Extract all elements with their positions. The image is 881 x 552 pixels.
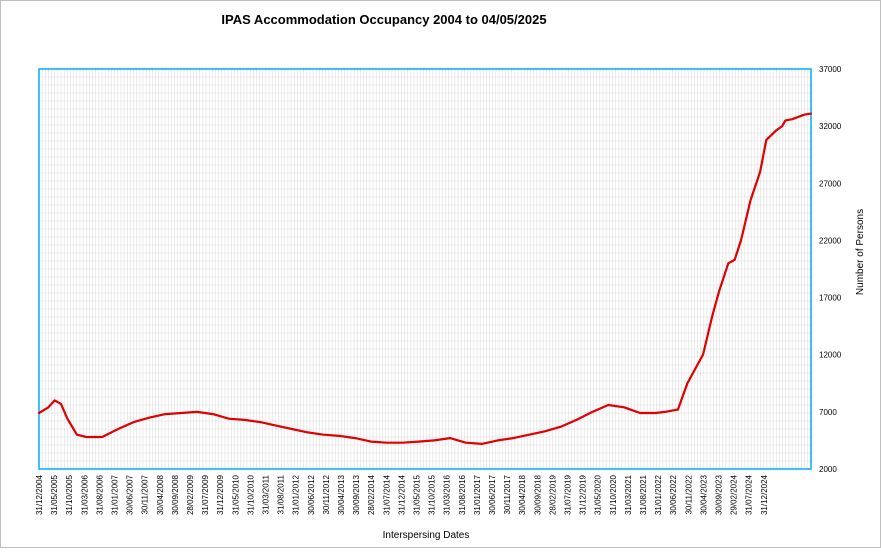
x-tick-label: 31/12/2009 — [216, 474, 225, 515]
y-tick-label: 37000 — [819, 65, 842, 74]
y-axis-ticks: 2000 7000 12000 17000 22000 27000 32000 37000 — [819, 65, 842, 474]
chart-title: IPAS Accommodation Occupancy 2004 to 04/… — [221, 12, 546, 27]
x-tick-label: 31/01/2007 — [111, 474, 120, 515]
x-tick-label: 30/06/2022 — [669, 474, 678, 515]
x-tick-label: 31/12/2004 — [35, 474, 44, 515]
x-tick-label: 31/07/2014 — [382, 474, 391, 515]
x-tick-label: 31/10/2020 — [609, 474, 618, 515]
y-tick-label: 22000 — [819, 236, 842, 245]
x-tick-label: 31/01/2012 — [292, 474, 301, 515]
x-tick-label: 29/02/2024 — [730, 474, 739, 515]
x-tick-label: 31/03/2016 — [443, 474, 452, 515]
x-tick-label: 31/03/2006 — [80, 474, 89, 515]
x-tick-label: 31/05/2010 — [231, 474, 240, 515]
x-tick-label: 31/08/2006 — [95, 474, 104, 515]
plot-area-border — [38, 68, 812, 470]
x-tick-label: 30/09/2013 — [352, 474, 361, 515]
x-tick-label: 30/04/2013 — [337, 474, 346, 515]
series-line-occupancy — [37, 112, 813, 445]
x-tick-label: 31/12/2014 — [397, 474, 406, 515]
x-tick-label: 31/07/2019 — [564, 474, 573, 515]
y-tick-label: 32000 — [819, 122, 842, 131]
x-axis-ticks: 31/12/2004 31/05/2005 31/10/2005 31/03/2006… — [35, 474, 769, 515]
x-tick-label: 31/05/2005 — [50, 474, 59, 515]
x-tick-label: 31/08/2011 — [277, 474, 286, 514]
x-tick-label: 30/09/2018 — [533, 474, 542, 515]
x-tick-label: 30/11/2012 — [322, 474, 331, 514]
x-tick-label: 31/08/2021 — [639, 474, 648, 515]
x-tick-label: 31/07/2009 — [201, 474, 210, 515]
x-tick-label: 28/02/2009 — [186, 474, 195, 515]
y-tick-label: 2000 — [819, 465, 837, 474]
x-tick-label: 31/03/2021 — [624, 474, 633, 515]
x-tick-label: 31/03/2011 — [262, 474, 271, 514]
x-tick-label: 31/10/2010 — [246, 474, 255, 515]
x-tick-label: 30/09/2023 — [715, 474, 724, 515]
x-tick-label: 31/12/2019 — [579, 474, 588, 515]
x-tick-label: 30/04/2023 — [699, 474, 708, 515]
x-tick-label: 30/06/2012 — [307, 474, 316, 515]
x-tick-label: 31/08/2016 — [458, 474, 467, 515]
x-tick-label: 31/07/2024 — [745, 474, 754, 515]
x-tick-label: 28/02/2014 — [367, 474, 376, 515]
x-tick-label: 31/10/2015 — [428, 474, 437, 515]
x-tick-label: 31/05/2015 — [413, 474, 422, 515]
x-tick-label: 30/06/2007 — [126, 474, 135, 515]
grid-lines — [38, 68, 812, 470]
x-tick-label: 28/02/2019 — [548, 474, 557, 515]
x-tick-label: 30/04/2008 — [156, 474, 165, 515]
y-axis-label: Number of Persons — [855, 209, 866, 295]
y-tick-label: 7000 — [819, 408, 837, 417]
x-tick-label: 30/09/2008 — [171, 474, 180, 515]
x-tick-label: 30/11/2017 — [503, 474, 512, 514]
x-tick-label: 31/05/2020 — [594, 474, 603, 515]
x-tick-label: 31/01/2017 — [473, 474, 482, 515]
x-tick-label: 31/12/2024 — [760, 474, 769, 515]
y-tick-label: 17000 — [819, 294, 842, 303]
x-axis-label: Interspersing Dates — [383, 530, 470, 541]
x-tick-label: 31/10/2005 — [65, 474, 74, 515]
x-tick-label: 31/01/2022 — [654, 474, 663, 515]
y-tick-label: 12000 — [819, 351, 842, 360]
x-tick-label: 30/11/2007 — [141, 474, 150, 514]
x-tick-label: 30/06/2017 — [488, 474, 497, 515]
x-tick-label: 30/04/2018 — [518, 474, 527, 515]
y-tick-label: 27000 — [819, 179, 842, 188]
x-tick-label: 30/11/2022 — [684, 474, 693, 514]
